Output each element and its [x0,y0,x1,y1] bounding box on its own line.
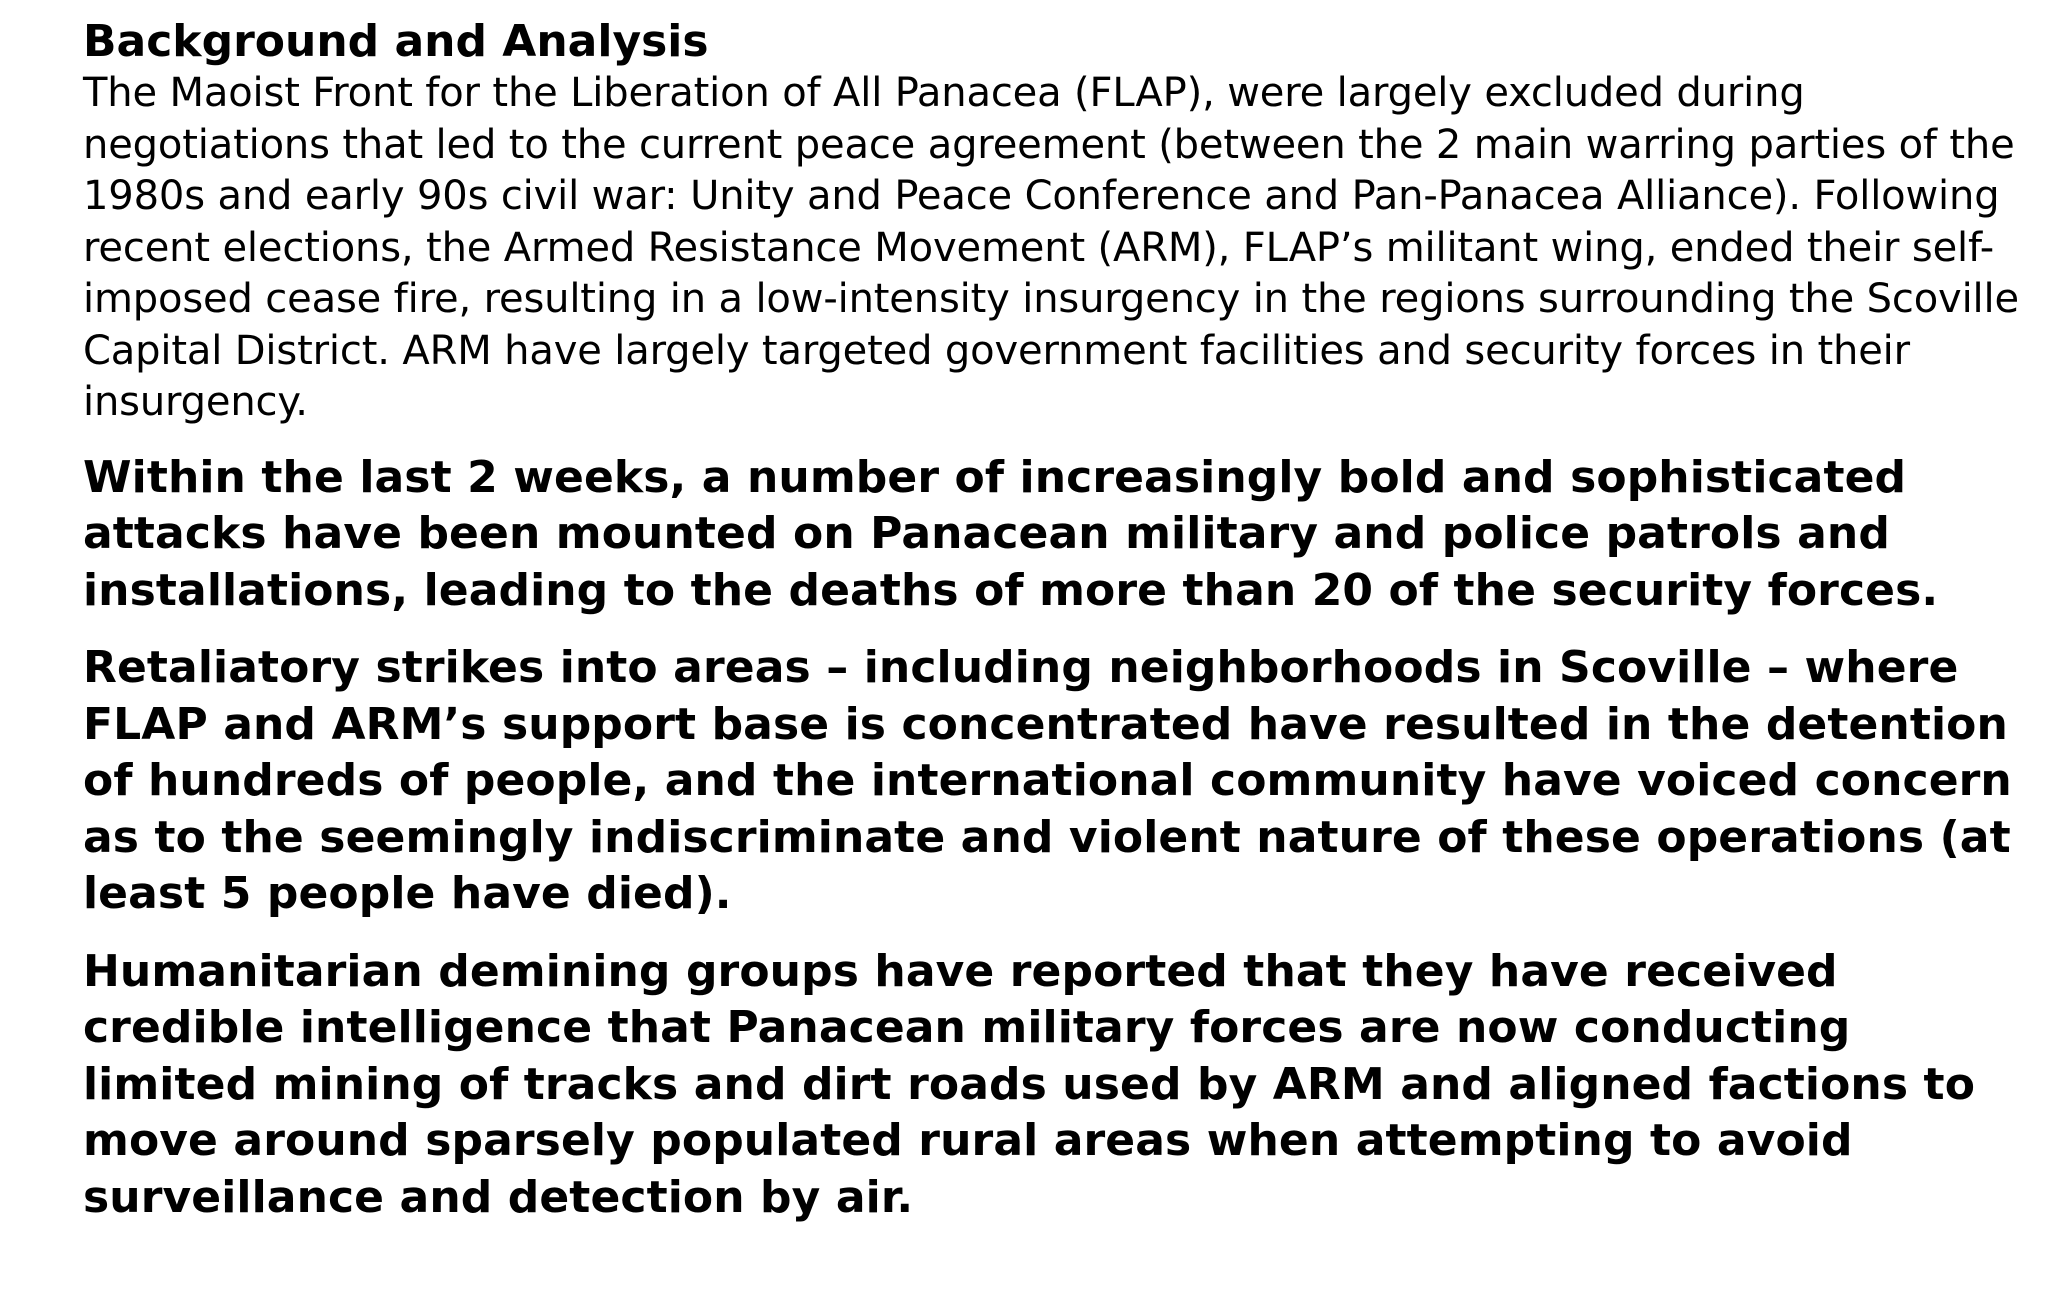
intro-paragraph: The Maoist Front for the Liberation of A… [83,70,2019,425]
demining-paragraph: Humanitarian demining groups have report… [83,945,1976,1223]
section-heading: Background and Analysis [83,16,709,67]
attacks-paragraph: Within the last 2 weeks, a number of inc… [83,451,1939,616]
retaliation-paragraph: Retaliatory strikes into areas – includi… [83,642,2012,919]
document-page: Background and Analysis The Maoist Front… [83,16,2023,1247]
